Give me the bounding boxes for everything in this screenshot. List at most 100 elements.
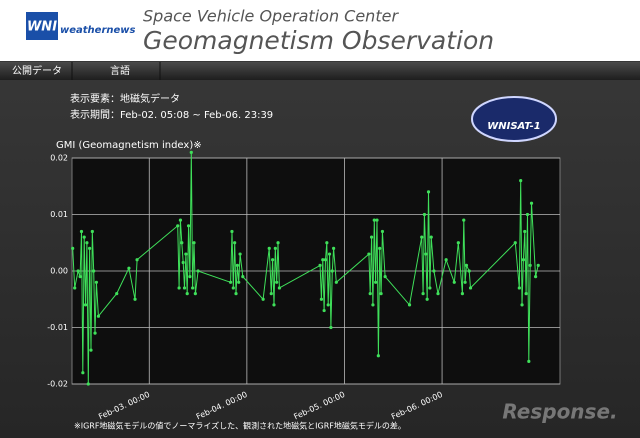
data-point [73,286,77,290]
data-point [189,150,193,154]
data-point [272,303,276,307]
data-point [376,354,380,358]
data-point [436,292,440,296]
data-point [372,218,376,222]
data-point [432,269,436,273]
data-point [524,292,528,296]
data-point [267,246,271,250]
y-tick-label: 0.00 [50,267,68,276]
data-point [425,297,429,301]
data-point [420,235,424,239]
data-point [374,280,378,284]
data-point [188,275,192,279]
data-point [180,241,184,245]
badge-text: WNISAT-1 [487,121,541,132]
y-tick-label: -0.01 [47,323,68,332]
page-title: Geomagnetism Observation [143,26,494,55]
data-point [94,280,98,284]
data-point [79,229,84,234]
data-point [89,348,93,352]
data-point [96,314,101,318]
data-point [327,252,332,256]
logo: WNI [27,20,57,35]
data-point [81,371,85,375]
data-point [368,292,372,296]
data-point [133,297,137,301]
y-tick-label: 0.01 [50,210,68,219]
data-point [233,241,237,245]
chart-title: GMI (Geomagnetism index)※ [56,140,202,151]
data-point [517,286,521,290]
data-point [369,235,374,239]
data-point [192,241,196,245]
header [0,0,640,61]
data-point [184,252,188,256]
data-point [534,275,538,279]
data-point [182,286,187,290]
logo-box [26,12,58,40]
data-point [319,297,324,301]
data-point [318,263,322,267]
data-point [371,303,375,307]
data-point [277,286,281,290]
data-point [456,241,460,245]
subtitle: Space Vehicle Operation Center [143,7,399,26]
data-point [271,258,275,262]
data-point [520,303,524,307]
data-point [330,269,334,273]
data-point [421,292,425,296]
data-point [186,224,191,228]
data-point [92,269,96,273]
data-point [115,292,119,296]
data-point [231,286,235,290]
data-point [379,292,383,296]
data-point [332,246,336,250]
info-line: 表示要素：地磁気データ [70,92,180,105]
data-point [525,212,530,217]
y-tick-label: -0.02 [47,380,68,389]
data-point [90,229,94,234]
data-point [185,292,189,296]
data-point [325,241,329,245]
data-point [334,280,338,284]
data-point [523,229,527,234]
data-point [329,325,333,330]
data-point [275,280,279,284]
data-point [177,286,181,290]
data-point [78,275,82,279]
data-point [378,246,382,250]
data-point [88,246,92,250]
watermark: Response. [502,400,617,424]
data-point [462,218,466,222]
data-point [367,252,371,256]
data-point [375,218,379,222]
data-point [241,275,245,279]
brand: weathernews [60,25,136,36]
data-point [326,303,330,307]
menu-item[interactable]: 言語 [110,64,130,77]
data-point [380,229,385,234]
data-point [93,331,97,335]
data-point [229,280,233,284]
data-point [422,212,427,217]
data-point [181,260,185,265]
data-point [468,286,473,290]
data-point [230,229,234,234]
info-line: 表示期間：Feb-02. 05:08 ~ Feb-06. 23:39 [70,108,273,121]
data-point [269,292,273,296]
badge [471,96,557,142]
data-point [176,224,180,228]
data-point [196,269,200,273]
data-point [322,308,326,313]
data-point [513,241,517,245]
data-point [235,263,239,267]
menu-item[interactable]: 公開データ [12,64,62,77]
data-point [429,235,433,239]
menu-bar [0,62,640,80]
data-point [191,286,195,290]
data-point [463,280,467,284]
data-point [127,266,131,270]
y-tick-label: 0.02 [50,154,68,163]
data-point [276,241,280,245]
